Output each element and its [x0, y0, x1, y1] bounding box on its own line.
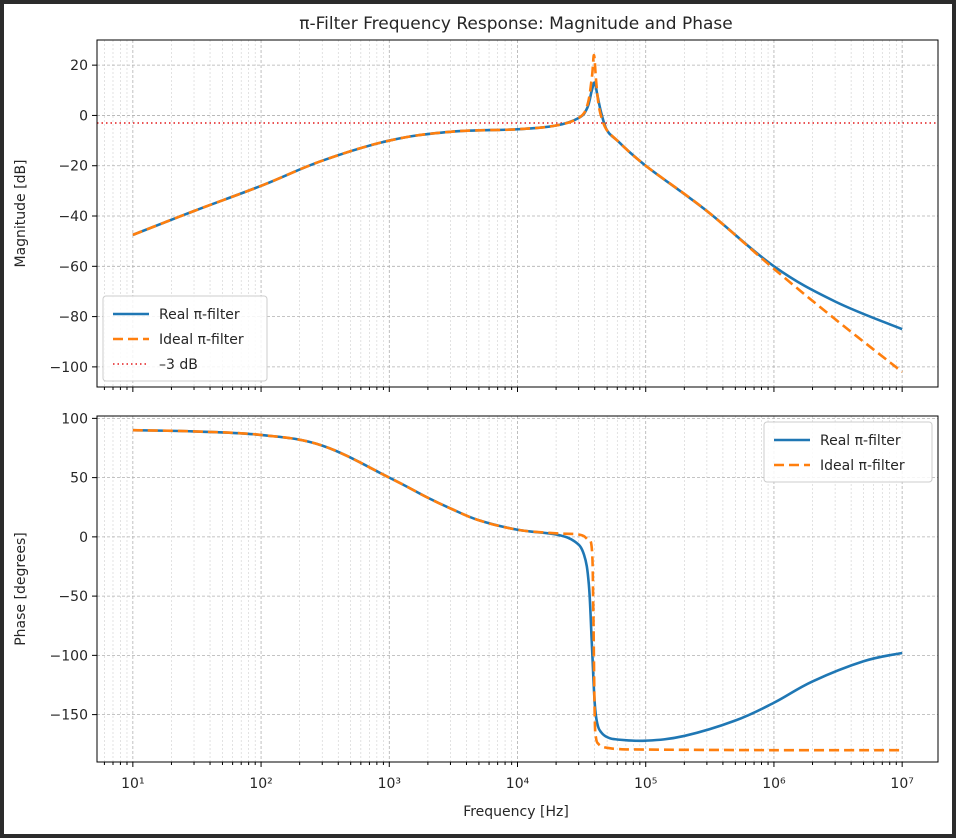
y-tick-label: −80	[58, 310, 88, 326]
y-tick-label: 50	[70, 471, 88, 487]
x-axis-label: Frequency [Hz]	[463, 804, 569, 820]
legend-box	[102, 295, 268, 382]
x-tick-label: 10²	[249, 776, 272, 792]
y-tick-label: 0	[79, 530, 88, 546]
bode-plot: π-Filter Frequency Response: Magnitude a…	[13, 14, 939, 820]
y-tick-label: −40	[58, 209, 88, 225]
x-tick-label: 10⁵	[634, 776, 657, 792]
ideal-filter-magnitude-line	[132, 53, 903, 373]
x-tick-label: 10³	[378, 776, 401, 792]
x-tick-label: 10⁴	[506, 776, 530, 792]
y-tick-label: −20	[58, 159, 88, 175]
y-tick-label: −100	[50, 648, 88, 664]
x-tick-label: 10¹	[121, 776, 144, 792]
y-tick-label: 20	[70, 58, 88, 74]
magnitude-subplot: 20 0 −20 −40 −60 −80 −100 Magnitude [dB] Real π-…	[13, 39, 939, 392]
y-axis-label: Magnitude [dB]	[13, 159, 29, 267]
legend: Real π-filter Ideal π-filter	[763, 421, 933, 483]
legend-label: –3 dB	[159, 357, 198, 373]
legend-label: Ideal π-filter	[820, 458, 905, 474]
x-tick-label: 10⁷	[890, 776, 913, 792]
phase-subplot: 100 50 0 −50 −100 −150 10¹ 10² 10³ 10⁴ 10⁵ 10⁶ 10⁷ Ph…	[13, 411, 939, 792]
plot-area	[132, 428, 903, 752]
y-axis-label: Phase [degrees]	[13, 532, 29, 646]
legend: Real π-filter Ideal π-filter –3 dB	[102, 295, 268, 382]
y-tick-label: −100	[50, 360, 88, 376]
legend-label: Real π-filter	[820, 433, 901, 449]
x-tick-label: 10⁶	[762, 776, 786, 792]
y-tick-label: −150	[50, 708, 88, 724]
legend-label: Ideal π-filter	[159, 332, 244, 348]
y-tick-label: 0	[79, 108, 88, 124]
axes-frame	[96, 415, 939, 763]
figure: π-Filter Frequency Response: Magnitude a…	[4, 4, 952, 834]
plot-area	[97, 53, 938, 373]
y-tick-label: −60	[58, 259, 88, 275]
ideal-filter-phase-line	[132, 428, 903, 752]
legend-label: Real π-filter	[159, 307, 240, 323]
axes-frame	[96, 39, 939, 388]
y-tick-label: 100	[61, 411, 88, 427]
legend-box	[763, 421, 933, 483]
chart-title: π-Filter Frequency Response: Magnitude a…	[299, 14, 733, 34]
y-tick-label: −50	[58, 589, 88, 605]
